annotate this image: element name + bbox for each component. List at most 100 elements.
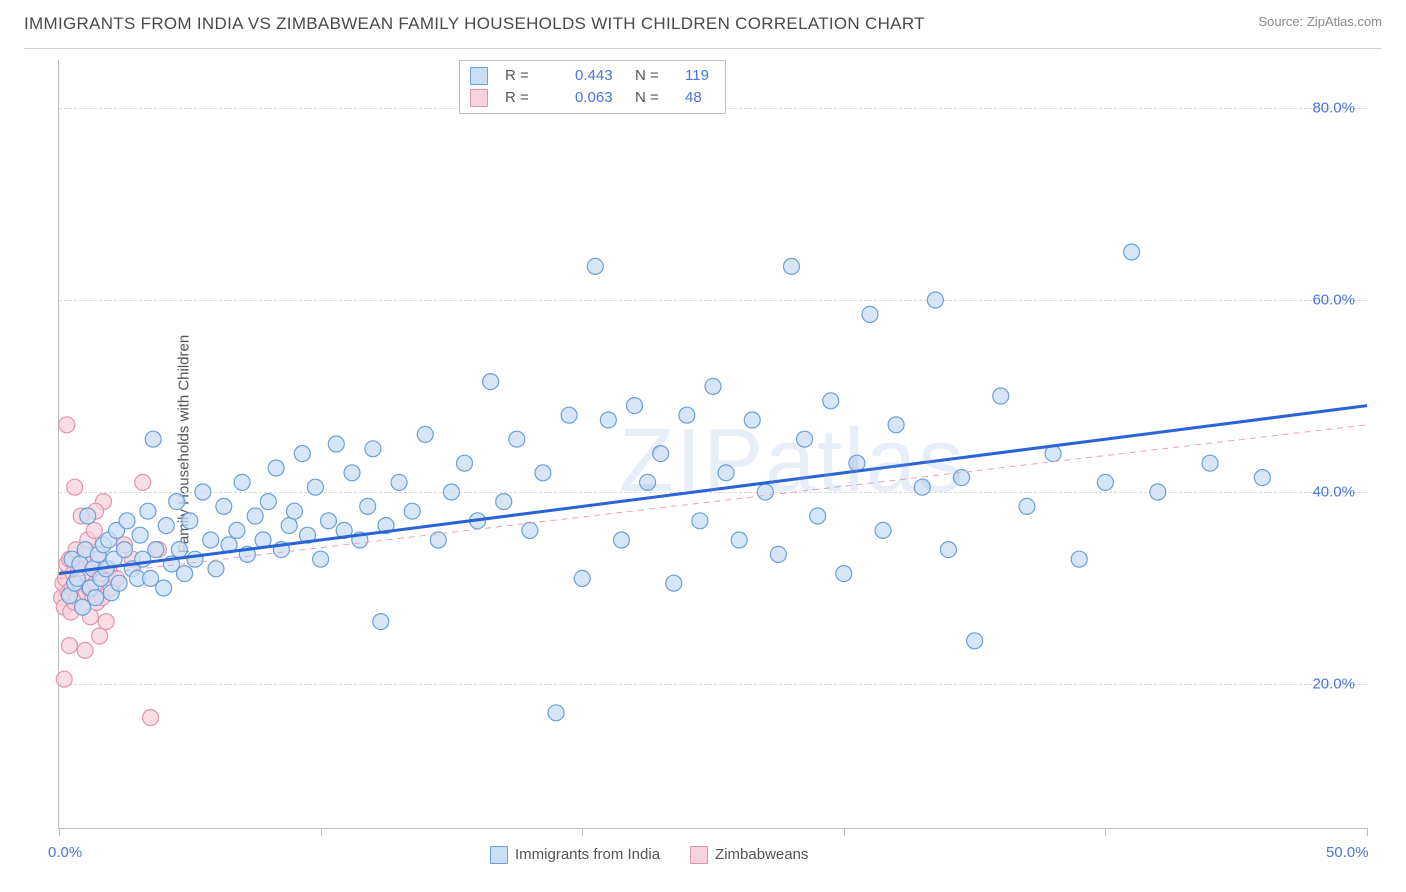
data-point	[203, 532, 219, 548]
x-tick-mark	[321, 828, 322, 836]
data-point	[156, 580, 172, 596]
data-point	[145, 431, 161, 447]
data-point	[587, 258, 603, 274]
data-point	[770, 546, 786, 562]
data-point	[195, 484, 211, 500]
x-tick: 50.0%	[1326, 844, 1369, 861]
data-point	[148, 542, 164, 558]
title-bar: IMMIGRANTS FROM INDIA VS ZIMBABWEAN FAMI…	[24, 14, 1382, 49]
x-tick-mark	[1105, 828, 1106, 836]
data-point	[140, 503, 156, 519]
data-point	[718, 465, 734, 481]
trend-line	[59, 406, 1367, 574]
data-point	[307, 479, 323, 495]
n-label: N =	[635, 87, 675, 109]
data-point	[927, 292, 943, 308]
data-point	[483, 374, 499, 390]
data-point	[328, 436, 344, 452]
legend-row: R =0.443N =119	[470, 65, 715, 87]
data-point	[914, 479, 930, 495]
data-point	[391, 474, 407, 490]
data-point	[56, 671, 72, 687]
data-point	[187, 551, 203, 567]
data-point	[535, 465, 551, 481]
r-label: R =	[505, 87, 565, 109]
data-point	[666, 575, 682, 591]
data-point	[373, 614, 389, 630]
data-point	[731, 532, 747, 548]
data-point	[1071, 551, 1087, 567]
data-point	[1150, 484, 1166, 500]
data-point	[522, 522, 538, 538]
chart-container: IMMIGRANTS FROM INDIA VS ZIMBABWEAN FAMI…	[0, 0, 1406, 892]
data-point	[744, 412, 760, 428]
r-value: 0.063	[575, 87, 625, 109]
legend-label: Zimbabweans	[715, 846, 808, 863]
data-point	[417, 426, 433, 442]
legend-label: Immigrants from India	[515, 846, 660, 863]
legend-item: Zimbabweans	[690, 846, 808, 864]
legend-swatch	[470, 67, 488, 85]
data-point	[679, 407, 695, 423]
data-point	[705, 378, 721, 394]
data-point	[836, 566, 852, 582]
data-point	[692, 513, 708, 529]
data-point	[443, 484, 459, 500]
data-point	[797, 431, 813, 447]
data-point	[229, 522, 245, 538]
data-point	[313, 551, 329, 567]
x-tick: 0.0%	[48, 844, 82, 861]
data-point	[653, 446, 669, 462]
x-tick-mark	[844, 828, 845, 836]
correlation-legend: R =0.443N =119R =0.063N =48	[459, 60, 726, 114]
data-point	[456, 455, 472, 471]
data-point	[182, 513, 198, 529]
legend-row: R = 0.063 N = 48	[470, 87, 715, 109]
data-point	[77, 642, 93, 658]
data-point	[496, 494, 512, 510]
legend-swatch	[690, 846, 708, 864]
data-point	[627, 398, 643, 414]
x-tick-mark	[582, 828, 583, 836]
x-tick-mark	[1367, 828, 1368, 836]
chart-title: IMMIGRANTS FROM INDIA VS ZIMBABWEAN FAMI…	[24, 14, 925, 34]
series-legend: Immigrants from India Zimbabweans	[490, 846, 808, 864]
data-point	[640, 474, 656, 490]
data-point	[61, 638, 77, 654]
data-point	[132, 527, 148, 543]
data-point	[365, 441, 381, 457]
data-point	[613, 532, 629, 548]
n-label: N =	[635, 65, 675, 87]
data-point	[993, 388, 1009, 404]
data-point	[158, 518, 174, 534]
data-point	[1019, 498, 1035, 514]
source-label: Source: ZipAtlas.com	[1258, 14, 1382, 29]
data-point	[234, 474, 250, 490]
data-point	[548, 705, 564, 721]
data-point	[59, 417, 75, 433]
data-point	[862, 306, 878, 322]
data-point	[574, 570, 590, 586]
data-point	[88, 590, 104, 606]
data-point	[561, 407, 577, 423]
data-point	[940, 542, 956, 558]
r-value: 0.443	[575, 65, 625, 87]
data-point	[1124, 244, 1140, 260]
data-point	[404, 503, 420, 519]
data-point	[344, 465, 360, 481]
data-point	[268, 460, 284, 476]
data-point	[247, 508, 263, 524]
data-point	[111, 575, 127, 591]
data-point	[320, 513, 336, 529]
x-tick-mark	[59, 828, 60, 836]
data-point	[177, 566, 193, 582]
data-point	[216, 498, 232, 514]
data-point	[135, 474, 151, 490]
data-point	[967, 633, 983, 649]
data-point	[1097, 474, 1113, 490]
data-point	[600, 412, 616, 428]
scatter-svg	[59, 60, 1367, 828]
data-point	[849, 455, 865, 471]
n-value: 48	[685, 87, 715, 109]
legend-swatch	[490, 846, 508, 864]
